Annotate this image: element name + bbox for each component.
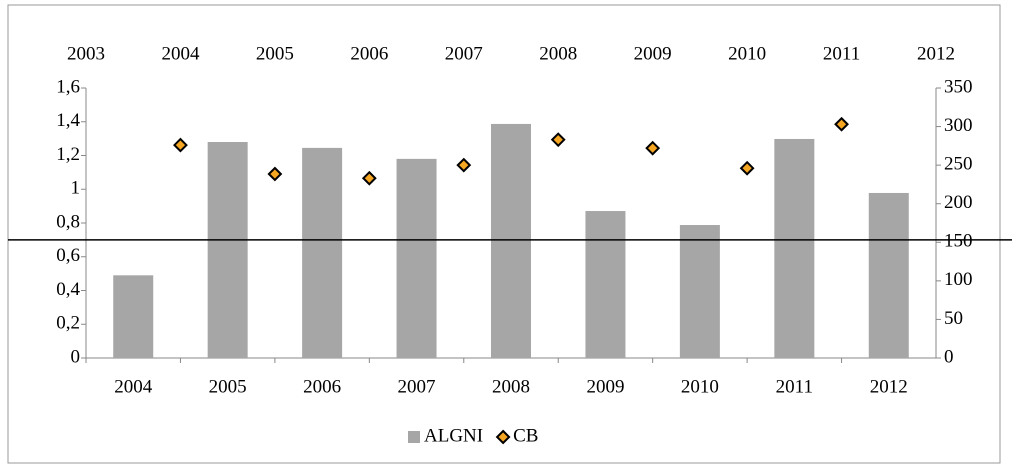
y2-tick-label: 100 (944, 269, 973, 290)
x2-tick-label: 2011 (823, 43, 860, 64)
x2-tick-label: 2010 (728, 43, 766, 64)
bar (491, 123, 531, 358)
x-tick-label: 2010 (681, 376, 719, 397)
x2-tick-label: 2009 (634, 43, 672, 64)
legend-label: ALGNI (424, 425, 483, 446)
bar (868, 192, 909, 358)
y-tick-label: 1,6 (56, 76, 80, 97)
bar (302, 147, 343, 358)
y-tick-label: 0 (71, 346, 81, 367)
x2-tick-label: 2007 (445, 43, 483, 64)
point (456, 157, 472, 173)
bar (207, 142, 248, 358)
bar (679, 225, 720, 358)
y-tick-label: 0,6 (56, 245, 80, 266)
point (361, 170, 377, 186)
x-tick-label: 2009 (586, 376, 624, 397)
x-tick-label: 2004 (114, 376, 153, 397)
y2-tick-label: 0 (944, 346, 954, 367)
x-tick-label: 2011 (776, 376, 813, 397)
bar (585, 211, 626, 358)
y2-tick-label: 350 (944, 76, 973, 97)
bar (774, 138, 815, 358)
x2-tick-label: 2008 (539, 43, 577, 64)
point (267, 166, 283, 182)
legend-swatch (408, 431, 420, 443)
y-tick-label: 0,4 (56, 279, 80, 300)
x2-tick-label: 2005 (256, 43, 294, 64)
x-tick-label: 2005 (209, 376, 247, 397)
x-tick-label: 2012 (870, 376, 908, 397)
point (834, 116, 849, 132)
x-tick-label: 2006 (303, 376, 341, 397)
legend-label: CB (513, 425, 538, 446)
y-tick-label: 0,2 (56, 313, 80, 334)
y2-tick-label: 250 (944, 154, 973, 175)
x2-tick-label: 2006 (350, 43, 388, 64)
x-tick-label: 2007 (398, 376, 436, 397)
x-tick-label: 2008 (492, 376, 530, 397)
bar (396, 158, 437, 358)
x2-tick-label: 2012 (917, 43, 955, 64)
x2-tick-label: 2004 (161, 43, 200, 64)
y2-tick-label: 300 (944, 115, 973, 136)
y2-tick-label: 200 (944, 192, 973, 213)
legend-swatch (495, 429, 511, 445)
y2-tick-label: 50 (944, 308, 963, 329)
point (645, 140, 661, 156)
x2-tick-label: 2003 (67, 43, 105, 64)
y2-tick-label: 150 (944, 231, 973, 252)
y-tick-label: 1 (71, 178, 81, 199)
y-tick-label: 0,8 (56, 211, 80, 232)
point (739, 160, 755, 176)
y-tick-label: 1,2 (56, 144, 80, 165)
point (550, 132, 566, 148)
y-tick-label: 1,4 (56, 110, 80, 131)
bar (113, 275, 154, 358)
point (173, 137, 188, 153)
